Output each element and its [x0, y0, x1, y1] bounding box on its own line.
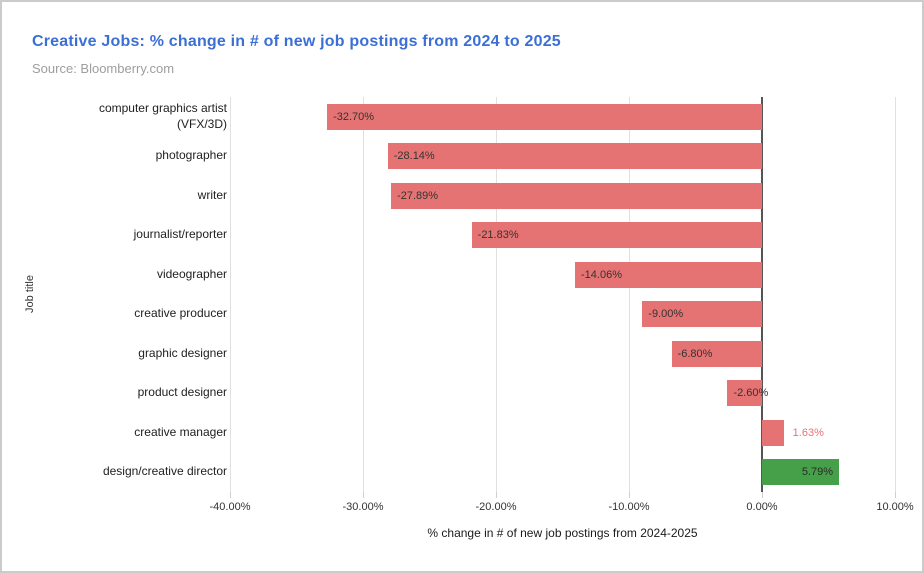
axis-tick — [363, 492, 364, 498]
category-label: creative producer — [134, 306, 227, 321]
x-tick-label: -10.00% — [608, 501, 650, 513]
axis-tick — [629, 492, 630, 498]
bar-value-label: -28.14% — [393, 150, 435, 163]
gridline — [496, 97, 497, 492]
gridline — [363, 97, 364, 492]
axis-tick — [230, 492, 231, 498]
bar — [671, 340, 762, 367]
bar — [642, 301, 762, 328]
category-label: design/creative director — [102, 464, 227, 479]
x-tick-label: -20.00% — [475, 501, 517, 513]
bar-value-label: -32.70% — [333, 110, 375, 123]
x-tick-label: -30.00% — [342, 501, 384, 513]
bar — [391, 182, 762, 209]
category-label: creative manager — [134, 424, 227, 439]
bar-value-label: -9.00% — [648, 308, 684, 321]
category-label: videographer — [156, 266, 227, 281]
axis-tick — [496, 492, 497, 498]
chart-title: Creative Jobs: % change in # of new job … — [32, 33, 561, 50]
x-tick-label: 0.00% — [746, 501, 778, 513]
bar-value-label: -21.83% — [477, 229, 519, 242]
bar-value-label: -2.60% — [733, 387, 769, 400]
category-label: graphic designer — [138, 345, 227, 360]
bar — [762, 459, 839, 486]
category-label: product designer — [137, 385, 227, 400]
bar — [471, 222, 762, 249]
gridline — [629, 97, 630, 492]
x-tick-label: -40.00% — [209, 501, 251, 513]
category-label: journalist/reporter — [133, 227, 227, 242]
bar-value-label: 5.79% — [801, 466, 834, 479]
bar-value-label: -27.89% — [397, 189, 439, 202]
x-tick-label: 10.00% — [876, 501, 914, 513]
y-axis-title: Job title — [24, 275, 36, 313]
category-label: photographer — [155, 148, 227, 163]
axis-tick — [895, 492, 896, 498]
bar-value-label: -6.80% — [677, 347, 713, 360]
category-label: writer — [197, 187, 227, 202]
bar — [327, 103, 762, 130]
chart-source: Source: Bloomberry.com — [32, 61, 175, 76]
x-axis-title: % change in # of new job postings from 2… — [427, 526, 698, 540]
bar — [387, 143, 762, 170]
axis-tick — [762, 492, 763, 498]
bar-value-label: 1.63% — [792, 426, 824, 439]
bar — [575, 261, 762, 288]
category-label: computer graphics artist (VFX/3D) — [98, 101, 227, 131]
bar — [762, 419, 784, 446]
zero-axis-line — [761, 97, 763, 492]
gridline — [895, 97, 896, 492]
bar-value-label: -14.06% — [581, 268, 622, 281]
bar — [727, 380, 762, 407]
gridline — [230, 97, 231, 492]
